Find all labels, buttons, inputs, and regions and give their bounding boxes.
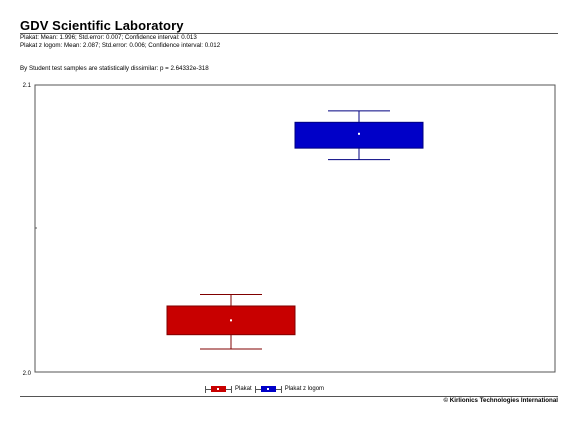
y-tick-label-bottom: 2.0	[23, 371, 32, 377]
legend-marker-line	[275, 388, 281, 390]
legend-marker-tick	[231, 385, 232, 393]
stats-line-plakat-z-logom: Plakat z logom: Mean: 2.087; Std.error: …	[20, 42, 221, 49]
report-title: GDV Scientific Laboratory	[20, 18, 184, 33]
y-tick-label-top: 2.1	[23, 83, 32, 89]
legend-label-plakat-z-logom: Plakat z logom	[284, 386, 325, 392]
footer-divider	[20, 396, 558, 397]
legend-swatch-plakat-z-logom	[260, 386, 276, 392]
legend-marker-tick	[205, 385, 206, 393]
copyright-text: © Kirlionics Technologies International	[443, 397, 558, 404]
title-divider	[20, 33, 558, 34]
box-plakat-z-logom	[294, 121, 424, 149]
legend-swatch-plakat	[211, 386, 226, 392]
legend-marker-line	[206, 388, 211, 390]
legend-marker-line	[255, 388, 261, 390]
legend-item-plakat-z-logom: Plakat z logom	[254, 385, 327, 393]
legend-marker-line	[226, 388, 231, 390]
legend-item-plakat: Plakat	[205, 385, 255, 393]
student-test-conclusion: By Student test samples are statisticall…	[20, 65, 209, 72]
mean-marker-plakat-z-logom	[358, 132, 360, 135]
legend-label-plakat: Plakat	[235, 386, 252, 392]
legend-marker-tick	[254, 385, 256, 393]
chart-legend: Plakat Plakat z logom	[205, 384, 327, 394]
legend-marker-tick	[280, 385, 282, 393]
mean-marker-plakat	[230, 319, 232, 322]
stats-line-plakat: Plakat: Mean: 1.996; Std.error: 0.007; C…	[20, 34, 197, 41]
